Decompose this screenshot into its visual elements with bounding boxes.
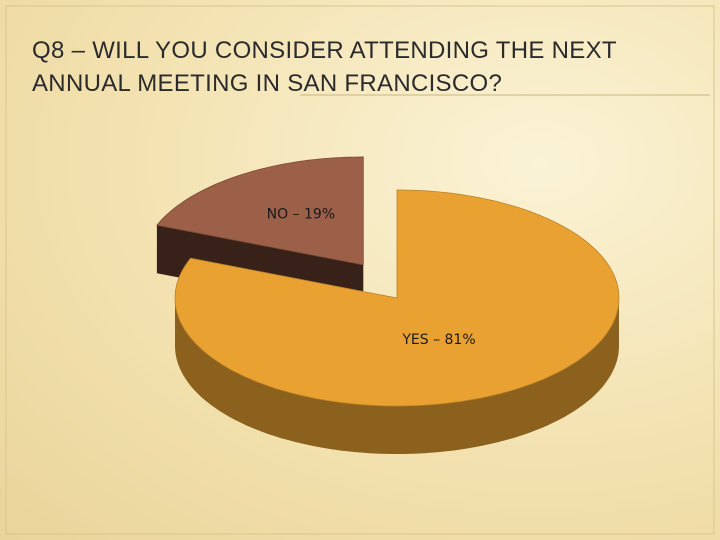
slice	[156, 156, 364, 266]
data-label: YES – 81%	[401, 332, 475, 348]
slice	[174, 189, 620, 407]
frame	[5, 5, 715, 535]
slice-side	[175, 298, 619, 454]
chart-title: Q8 – WILL YOU CONSIDER ATTENDING THE NEX…	[32, 37, 617, 97]
data-label: NO – 19%	[267, 206, 336, 222]
